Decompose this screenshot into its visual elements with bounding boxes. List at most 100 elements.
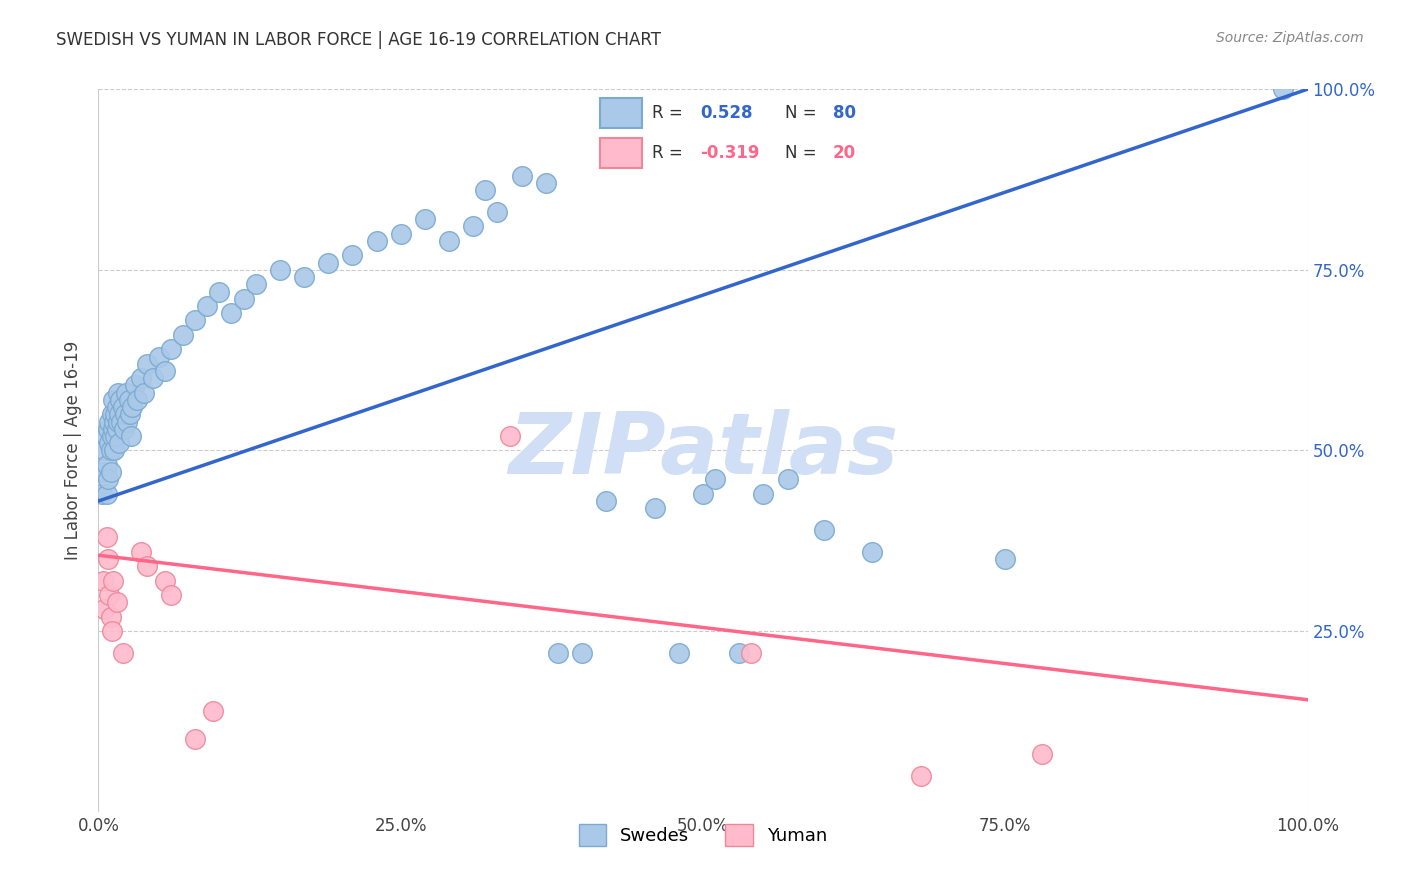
Point [202, 704, 225, 718]
Point [776, 472, 799, 486]
Point [101, 392, 124, 407]
Point [486, 205, 509, 219]
Point [111, 400, 134, 414]
Point [160, 343, 183, 357]
Point [104, 407, 127, 421]
Point [105, 400, 128, 414]
Point [117, 415, 139, 429]
Point [97, 551, 120, 566]
Point [114, 407, 136, 421]
Point [413, 212, 436, 227]
Point [148, 350, 170, 364]
Point [172, 327, 194, 342]
Point [104, 429, 127, 443]
Point [389, 227, 412, 241]
Point [813, 523, 835, 537]
Point [498, 429, 520, 443]
Point [595, 494, 617, 508]
Text: R =: R = [652, 145, 688, 162]
Point [692, 487, 714, 501]
Point [1272, 82, 1295, 96]
Point [135, 559, 157, 574]
Text: N =: N = [785, 145, 821, 162]
FancyBboxPatch shape [600, 138, 643, 168]
Point [644, 501, 666, 516]
Text: 0.528: 0.528 [700, 104, 754, 122]
Point [910, 769, 932, 783]
Text: R =: R = [652, 104, 688, 122]
Point [208, 285, 231, 299]
Point [98, 588, 121, 602]
Point [704, 472, 727, 486]
Point [120, 429, 142, 443]
Point [129, 371, 152, 385]
Point [366, 234, 388, 248]
Point [96, 458, 118, 472]
Point [153, 364, 176, 378]
Point [153, 574, 176, 588]
Point [97, 422, 120, 436]
Point [510, 169, 533, 183]
Point [105, 422, 128, 436]
Text: -0.319: -0.319 [700, 145, 761, 162]
Point [127, 392, 149, 407]
Point [160, 588, 183, 602]
Point [134, 385, 156, 400]
Point [103, 443, 125, 458]
Point [316, 255, 339, 269]
Text: N =: N = [785, 104, 821, 122]
Point [98, 436, 121, 450]
Text: 20: 20 [832, 145, 856, 162]
Legend: Swedes, Yuman: Swedes, Yuman [571, 817, 835, 854]
Point [100, 609, 122, 624]
Point [118, 392, 141, 407]
Point [740, 646, 762, 660]
Point [474, 183, 496, 197]
Point [121, 400, 143, 414]
Point [108, 407, 131, 421]
Point [221, 306, 243, 320]
Point [96, 530, 118, 544]
Point [97, 472, 120, 486]
Point [93, 602, 115, 616]
Text: SWEDISH VS YUMAN IN LABOR FORCE | AGE 16-19 CORRELATION CHART: SWEDISH VS YUMAN IN LABOR FORCE | AGE 16… [56, 31, 661, 49]
Point [100, 465, 122, 479]
Point [142, 371, 165, 385]
Point [105, 595, 128, 609]
Point [100, 429, 122, 443]
Point [96, 487, 118, 501]
Point [91, 465, 114, 479]
Point [91, 487, 114, 501]
Point [860, 544, 883, 558]
Point [115, 385, 138, 400]
Point [184, 313, 207, 327]
Point [752, 487, 775, 501]
Point [1031, 747, 1053, 761]
Point [112, 422, 135, 436]
Point [463, 219, 485, 234]
Point [118, 407, 141, 421]
Point [94, 429, 117, 443]
Point [101, 574, 124, 588]
Point [668, 646, 690, 660]
Point [111, 646, 134, 660]
Point [110, 415, 132, 429]
Point [107, 415, 129, 429]
Point [269, 262, 291, 277]
Point [129, 544, 152, 558]
Point [195, 299, 218, 313]
Point [292, 270, 315, 285]
Point [245, 277, 267, 292]
Point [91, 574, 114, 588]
Y-axis label: In Labor Force | Age 16-19: In Labor Force | Age 16-19 [65, 341, 83, 560]
Text: Source: ZipAtlas.com: Source: ZipAtlas.com [1216, 31, 1364, 45]
Point [100, 624, 122, 639]
Point [103, 415, 125, 429]
Point [100, 407, 122, 421]
Point [124, 378, 146, 392]
Point [994, 551, 1017, 566]
Point [135, 357, 157, 371]
FancyBboxPatch shape [600, 98, 643, 128]
Point [108, 436, 131, 450]
Text: ZIPatlas: ZIPatlas [508, 409, 898, 492]
